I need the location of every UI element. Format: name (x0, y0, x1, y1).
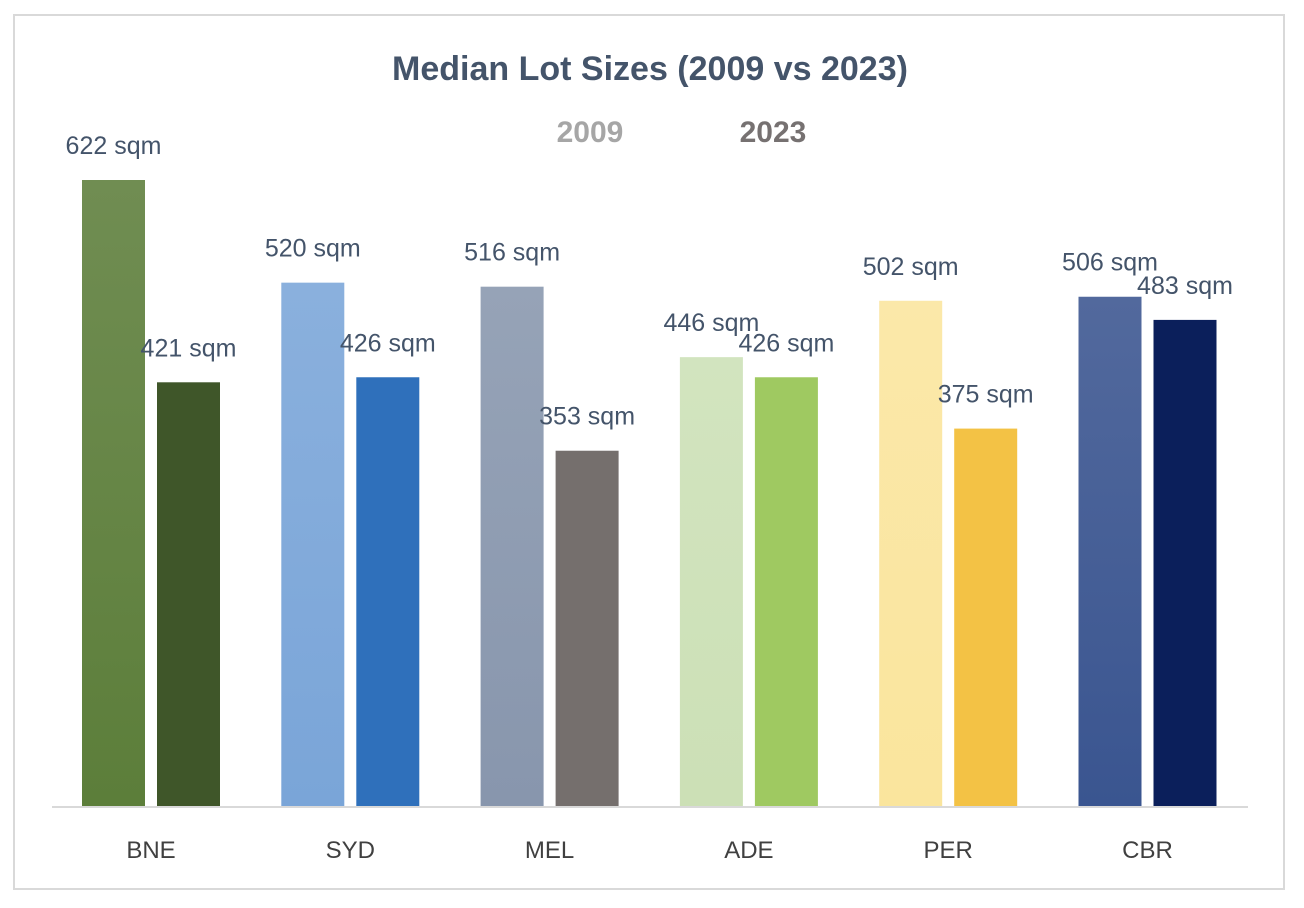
data-label-PER-2009: 502 sqm (863, 253, 959, 281)
data-label-BNE-2009: 622 sqm (66, 132, 162, 160)
bar-BNE-2023 (157, 382, 220, 806)
x-tick-ADE: ADE (724, 837, 773, 864)
legend-item-2009: 2009 (557, 116, 624, 149)
x-tick-BNE: BNE (126, 837, 175, 864)
data-label-CBR-2009: 506 sqm (1062, 249, 1158, 277)
bar-BNE-2009 (82, 180, 145, 806)
legend-item-2023: 2023 (740, 116, 807, 149)
data-label-ADE-2009: 446 sqm (663, 309, 759, 337)
x-axis-ticks: BNE SYD MEL ADE PER CBR (126, 837, 1173, 864)
data-labels: 622 sqm 421 sqm 520 sqm 426 sqm 516 sqm 353 s… (66, 132, 1233, 431)
bar-ADE-2023 (754, 377, 818, 806)
data-label-MEL-2009: 516 sqm (464, 239, 560, 267)
x-tick-CBR: CBR (1122, 837, 1173, 864)
bar-ADE-2009 (679, 357, 743, 806)
bar-PER-2023 (954, 428, 1018, 806)
data-label-PER-2023: 375 sqm (938, 381, 1034, 409)
bar-CBR-2023 (1153, 319, 1217, 806)
bar-MEL-2023 (555, 450, 619, 806)
data-label-CBR-2023: 483 sqm (1137, 272, 1233, 300)
bars (82, 180, 1217, 807)
bar-SYD-2023 (356, 377, 420, 806)
bar-MEL-2009 (480, 286, 544, 807)
data-label-ADE-2023: 426 sqm (738, 329, 834, 357)
data-label-SYD-2023: 426 sqm (340, 329, 436, 357)
legend: 2009 2023 (557, 116, 807, 149)
data-label-SYD-2009: 520 sqm (265, 235, 361, 263)
chart-frame (13, 14, 1285, 890)
bar-PER-2009 (879, 300, 943, 806)
bar-SYD-2009 (281, 282, 345, 806)
data-label-MEL-2023: 353 sqm (539, 403, 635, 431)
chart-title: Median Lot Sizes (2009 vs 2023) (392, 50, 908, 88)
x-tick-PER: PER (924, 837, 973, 864)
data-label-BNE-2023: 421 sqm (141, 334, 237, 362)
x-tick-SYD: SYD (326, 837, 375, 864)
bar-CBR-2009 (1078, 296, 1142, 806)
x-tick-MEL: MEL (525, 837, 574, 864)
